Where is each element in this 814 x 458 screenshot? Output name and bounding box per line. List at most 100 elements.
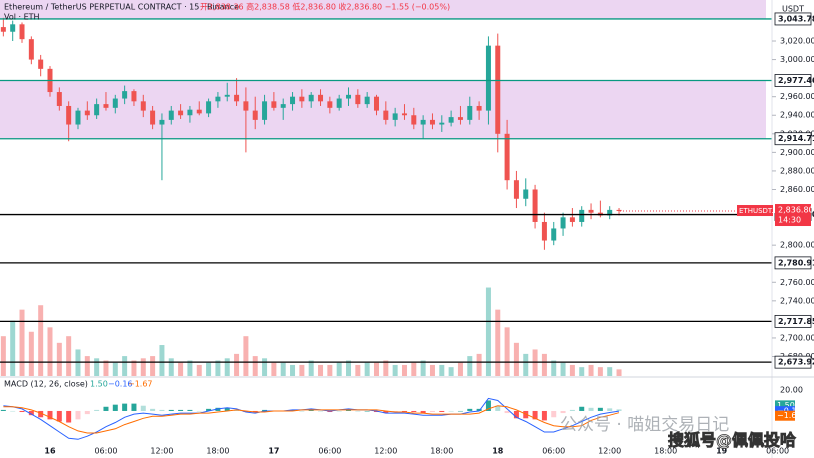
volume-bar bbox=[439, 364, 445, 376]
macd-histogram-bar bbox=[401, 410, 407, 413]
volume-bar bbox=[485, 287, 491, 376]
volume-bar bbox=[504, 327, 510, 376]
macd-histogram-bar bbox=[19, 410, 25, 413]
macd-histogram-bar bbox=[513, 410, 519, 419]
macd-title: MACD (12, 26, close) bbox=[4, 380, 88, 389]
macd-histogram-bar bbox=[10, 410, 16, 412]
candle-body bbox=[616, 209, 622, 212]
macd-line bbox=[3, 397, 620, 440]
candle-body bbox=[224, 94, 230, 97]
volume-bar bbox=[616, 369, 622, 376]
x-tick-label: 06:00 bbox=[766, 447, 789, 456]
macd-histogram-bar bbox=[616, 409, 622, 411]
volume-bar bbox=[47, 327, 53, 376]
candle-body bbox=[112, 98, 118, 108]
last-price-box bbox=[737, 205, 773, 217]
volume-bar bbox=[355, 364, 361, 376]
x-tick-label: 19 bbox=[716, 447, 728, 456]
candle-body bbox=[131, 91, 137, 102]
candle-body bbox=[252, 110, 258, 120]
volume-bar bbox=[513, 342, 519, 376]
macd-histogram-bar bbox=[234, 409, 240, 411]
macd-histogram-bar bbox=[392, 410, 398, 413]
candle-body bbox=[122, 91, 128, 99]
level-label-box bbox=[774, 314, 812, 328]
macd-value-label: −1.67 bbox=[777, 411, 802, 420]
macd-histogram-bar bbox=[495, 405, 501, 411]
candle-body bbox=[187, 109, 193, 116]
candle-body bbox=[607, 209, 613, 216]
macd-histogram-bar bbox=[467, 408, 473, 411]
volume-bar bbox=[551, 360, 557, 376]
x-tick-label: 18:00 bbox=[430, 447, 453, 456]
macd-histogram-bar bbox=[103, 406, 109, 411]
macd-value-box bbox=[775, 410, 795, 421]
volume-bar bbox=[131, 360, 137, 376]
candle-body bbox=[94, 104, 100, 116]
y-tick-label: 2,960.00 bbox=[780, 92, 814, 101]
macd-histogram-bar bbox=[75, 410, 81, 420]
macd-histogram-bar bbox=[84, 410, 90, 415]
watermark: 公众号 · 喵姐交易日记 bbox=[560, 415, 729, 435]
candle-body bbox=[504, 133, 510, 181]
volume-bar bbox=[252, 356, 258, 376]
candle-body bbox=[336, 98, 342, 108]
volume-bar bbox=[597, 367, 603, 376]
volume-bar bbox=[38, 305, 44, 376]
macd-histogram-bar bbox=[485, 400, 491, 411]
macd-histogram-bar bbox=[94, 409, 100, 411]
volume-bar bbox=[271, 362, 277, 376]
candle-body bbox=[280, 104, 286, 108]
candle-body bbox=[476, 105, 482, 111]
level-label: 2,977.46 bbox=[778, 76, 814, 85]
candle-body bbox=[495, 45, 501, 134]
volume-bar bbox=[541, 353, 547, 376]
candle-body bbox=[159, 119, 165, 125]
volume-bar bbox=[327, 364, 333, 376]
macd-histogram-bar bbox=[420, 410, 426, 414]
candle-body bbox=[38, 59, 44, 69]
candle-body bbox=[10, 24, 16, 32]
macd-histogram-bar bbox=[569, 409, 575, 411]
macd-histogram-bar bbox=[523, 410, 529, 419]
last-price-label: 2,836.80 bbox=[778, 206, 814, 215]
macd-histogram-bar bbox=[439, 410, 445, 413]
candle-body bbox=[56, 92, 62, 106]
candle-body bbox=[346, 94, 352, 99]
macd-histogram-bar bbox=[364, 410, 370, 412]
x-tick-label: 18:00 bbox=[206, 447, 229, 456]
volume-bar bbox=[262, 358, 268, 376]
candle-body bbox=[551, 228, 557, 241]
level-label-box bbox=[774, 132, 812, 146]
volume-bar bbox=[215, 360, 221, 376]
volume-bar bbox=[429, 364, 435, 376]
candle-body bbox=[579, 209, 585, 222]
volume-bar bbox=[290, 364, 296, 376]
candle-body bbox=[457, 117, 463, 120]
volume-bar bbox=[392, 364, 398, 376]
macd-histogram-bar bbox=[308, 409, 314, 411]
level-label-box bbox=[774, 355, 812, 369]
y-tick-label: 2,940.00 bbox=[780, 111, 814, 120]
volume-bar bbox=[56, 342, 62, 376]
candle-body bbox=[299, 96, 305, 102]
candle-body bbox=[373, 96, 379, 111]
volume-bar bbox=[383, 360, 389, 376]
macd-histogram-bar bbox=[551, 410, 557, 418]
signal-readout: −1.67 bbox=[128, 380, 153, 389]
y-tick-label: 2,900.00 bbox=[780, 148, 814, 157]
candle-body bbox=[383, 110, 389, 120]
candle-body bbox=[355, 94, 361, 105]
macd-histogram-bar bbox=[122, 403, 128, 411]
candle-body bbox=[541, 221, 547, 241]
x-tick-label: 06:00 bbox=[318, 447, 341, 456]
macd-histogram-bar bbox=[532, 410, 538, 420]
level-label: 2,673.92 bbox=[778, 358, 814, 367]
volume-bar bbox=[364, 362, 370, 376]
volume-bar bbox=[206, 362, 212, 376]
candle-body bbox=[420, 119, 426, 125]
volume-bar bbox=[196, 364, 202, 376]
last-price-symbol: ETHUSDT.P bbox=[739, 207, 778, 215]
volume-bar bbox=[84, 356, 90, 376]
